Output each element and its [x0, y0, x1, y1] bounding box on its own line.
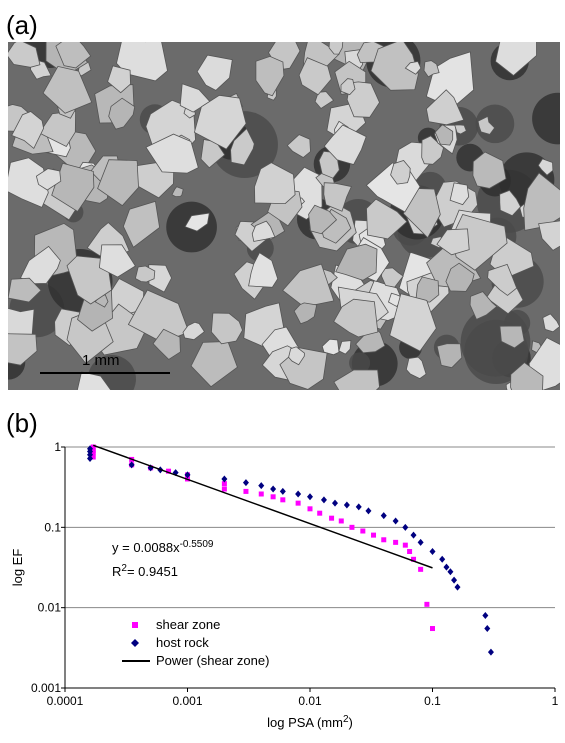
x-axis-title-part: log PSA (mm — [267, 715, 343, 730]
point — [308, 506, 313, 511]
point — [488, 649, 494, 656]
equation: y = 0.0088x-0.5509 — [112, 539, 214, 556]
x-tick-label: 0.01 — [298, 694, 322, 708]
point — [411, 532, 417, 539]
point — [393, 540, 398, 545]
x-tick-label: 0.1 — [424, 694, 441, 708]
point — [418, 539, 424, 546]
point — [222, 487, 227, 492]
y-tick-label: 0.1 — [44, 520, 61, 534]
point — [447, 568, 453, 575]
x-axis-title-part: ) — [349, 715, 353, 730]
point — [243, 479, 249, 486]
point — [443, 564, 449, 571]
point — [365, 507, 371, 514]
point — [451, 577, 457, 584]
legend-label: shear zone — [156, 617, 220, 632]
point — [344, 501, 350, 508]
point — [321, 496, 327, 503]
x-axis-title: log PSA (mm2) — [267, 714, 353, 731]
point — [296, 501, 301, 506]
point — [329, 516, 334, 521]
point — [280, 497, 285, 502]
legend-marker — [131, 639, 139, 647]
r-squared: R2= 0.9451 — [112, 563, 178, 580]
y-tick-label: 0.001 — [31, 681, 61, 695]
legend-label: host rock — [156, 635, 209, 650]
x-tick-label: 0.0001 — [47, 694, 84, 708]
point — [271, 494, 276, 499]
panel-label: (b) — [6, 408, 38, 438]
point — [295, 490, 301, 497]
point — [360, 529, 365, 534]
point — [317, 511, 322, 516]
point — [393, 517, 399, 524]
x-tick-label: 0.001 — [172, 694, 202, 708]
legend-label: Power (shear zone) — [156, 653, 269, 668]
point — [418, 567, 423, 572]
point — [381, 537, 386, 542]
point — [332, 500, 338, 507]
r-squared-part: = 0.9451 — [127, 564, 178, 579]
point — [339, 518, 344, 523]
r-squared-part: R — [112, 564, 121, 579]
point — [381, 512, 387, 519]
point — [403, 543, 408, 548]
point — [424, 602, 429, 607]
point — [439, 556, 445, 563]
scale-bar-label: 1 mm — [82, 352, 120, 369]
point — [243, 489, 248, 494]
point — [270, 486, 276, 493]
point — [307, 493, 313, 500]
point — [407, 549, 412, 554]
x-tick-label: 1 — [552, 694, 559, 708]
equation-part: -0.5509 — [180, 539, 214, 550]
panel-label: (a) — [6, 10, 38, 40]
point — [280, 488, 286, 495]
point — [259, 491, 264, 496]
y-tick-label: 1 — [54, 440, 61, 454]
point — [484, 625, 490, 632]
figure: (a) 1 mm (b) 0.0010.010.110.00010.0010.0… — [0, 0, 565, 738]
legend-marker — [132, 622, 138, 628]
y-axis-title: log EF — [10, 549, 25, 587]
point — [356, 503, 362, 510]
point — [258, 482, 264, 489]
equation-part: y = 0.0088x — [112, 540, 180, 555]
point — [430, 548, 436, 555]
point — [371, 533, 376, 538]
point — [349, 525, 354, 530]
point — [402, 524, 408, 531]
point — [430, 626, 435, 631]
point — [455, 584, 461, 591]
page: {"panel_a": {"label": "(a)", "scale_bar"… — [0, 0, 565, 738]
y-tick-label: 0.01 — [38, 601, 62, 615]
point — [482, 612, 488, 619]
